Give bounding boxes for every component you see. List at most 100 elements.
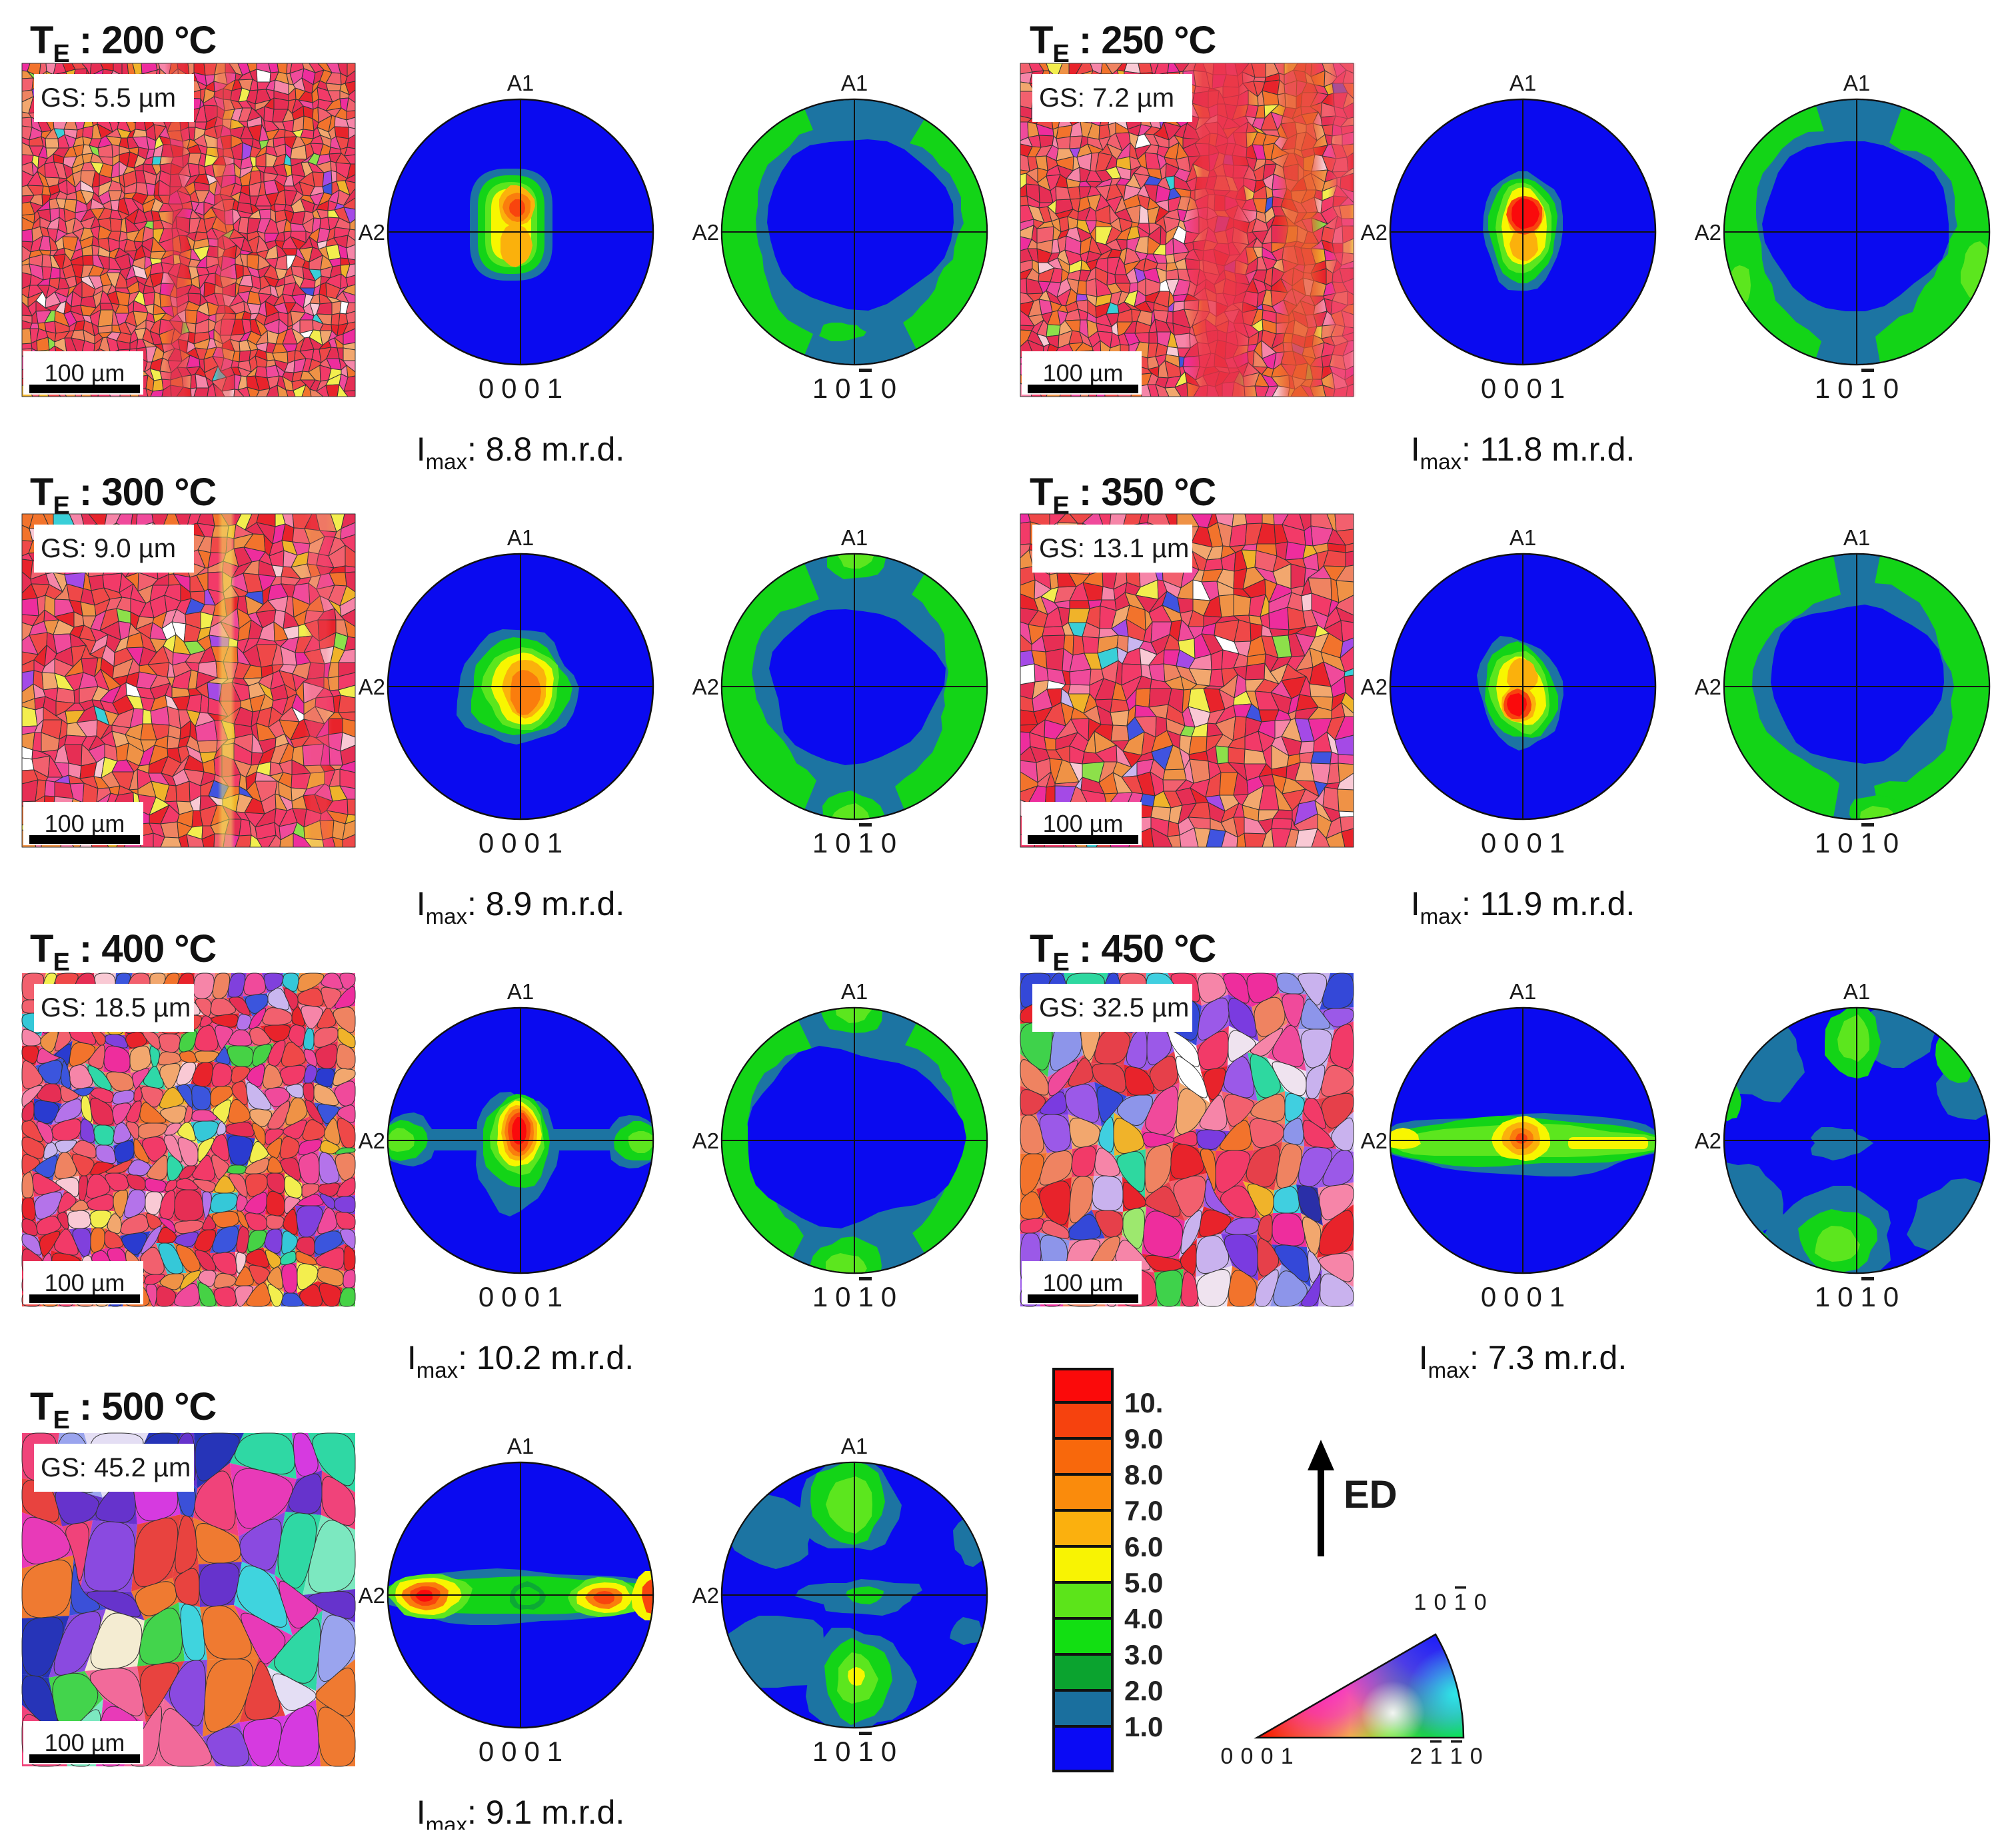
svg-text:0: 0 [1434, 1590, 1446, 1615]
svg-text:0: 0 [1261, 1744, 1274, 1769]
svg-text:0: 0 [1837, 1281, 1853, 1312]
svg-text:A1: A1 [841, 979, 868, 1004]
svg-text:1: 1 [858, 827, 873, 859]
svg-text:9.0: 9.0 [1124, 1423, 1163, 1454]
svg-text:10.: 10. [1124, 1387, 1163, 1418]
svg-text:7.0: 7.0 [1124, 1495, 1163, 1526]
svg-text:0: 0 [1481, 373, 1496, 404]
svg-text:1: 1 [858, 1281, 873, 1312]
svg-text:1: 1 [812, 1736, 828, 1767]
svg-text:1: 1 [547, 1281, 562, 1312]
svg-text:0: 0 [1526, 373, 1541, 404]
svg-text:GS: 5.5 µm: GS: 5.5 µm [41, 83, 176, 113]
svg-text:1: 1 [812, 373, 828, 404]
svg-text:A2: A2 [359, 675, 385, 699]
svg-text:1: 1 [858, 1736, 873, 1767]
svg-text:A2: A2 [359, 1128, 385, 1153]
svg-text:1: 1 [547, 1736, 562, 1767]
svg-text:0: 0 [1837, 827, 1853, 859]
svg-text:1: 1 [1281, 1744, 1294, 1769]
svg-text:5.0: 5.0 [1124, 1567, 1163, 1598]
svg-text:0: 0 [1526, 827, 1541, 859]
svg-text:A2: A2 [1361, 675, 1388, 699]
svg-text:0: 0 [835, 1736, 850, 1767]
svg-text:Imax: 11.9 m.r.d.: Imax: 11.9 m.r.d. [1411, 885, 1635, 928]
svg-text:1: 1 [1815, 1281, 1830, 1312]
svg-text:0: 0 [479, 1281, 494, 1312]
svg-text:A2: A2 [1695, 1128, 1721, 1153]
svg-text:0: 0 [881, 827, 896, 859]
svg-text:0: 0 [1504, 1281, 1519, 1312]
svg-text:A1: A1 [1843, 979, 1870, 1004]
svg-text:0: 0 [835, 1281, 850, 1312]
svg-text:3.0: 3.0 [1124, 1639, 1163, 1670]
svg-text:100 µm: 100 µm [45, 1269, 125, 1296]
svg-text:A1: A1 [841, 525, 868, 550]
svg-text:0: 0 [524, 1736, 539, 1767]
svg-text:1: 1 [1549, 373, 1565, 404]
svg-text:100 µm: 100 µm [1043, 810, 1124, 837]
svg-text:A2: A2 [359, 220, 385, 245]
svg-text:1: 1 [1815, 827, 1830, 859]
svg-text:0: 0 [1883, 1281, 1899, 1312]
svg-text:0: 0 [501, 1736, 516, 1767]
svg-text:0: 0 [1837, 373, 1853, 404]
svg-text:0: 0 [1504, 827, 1519, 859]
svg-text:A1: A1 [1510, 525, 1536, 550]
svg-text:0: 0 [1481, 827, 1496, 859]
svg-text:0: 0 [479, 827, 494, 859]
svg-text:A2: A2 [1695, 220, 1721, 245]
svg-text:A1: A1 [1510, 71, 1536, 95]
svg-text:A1: A1 [1510, 979, 1536, 1004]
svg-text:GS: 45.2 µm: GS: 45.2 µm [41, 1453, 191, 1482]
svg-text:0: 0 [1220, 1744, 1233, 1769]
svg-text:GS: 7.2 µm: GS: 7.2 µm [1039, 83, 1174, 113]
svg-text:0: 0 [1481, 1281, 1496, 1312]
svg-text:1: 1 [1414, 1590, 1426, 1615]
svg-text:6.0: 6.0 [1124, 1531, 1163, 1562]
svg-text:A2: A2 [1695, 675, 1721, 699]
svg-text:100 µm: 100 µm [45, 810, 125, 837]
svg-text:0: 0 [524, 373, 539, 404]
svg-text:A1: A1 [1843, 525, 1870, 550]
svg-text:1: 1 [812, 827, 828, 859]
svg-text:1: 1 [1450, 1744, 1463, 1769]
svg-text:2: 2 [1410, 1744, 1422, 1769]
svg-text:1: 1 [1860, 827, 1875, 859]
svg-text:A1: A1 [841, 71, 868, 95]
svg-text:A2: A2 [1361, 220, 1388, 245]
svg-text:1: 1 [1454, 1590, 1467, 1615]
svg-text:0: 0 [835, 827, 850, 859]
svg-text:A2: A2 [359, 1583, 385, 1608]
svg-text:0: 0 [1470, 1744, 1483, 1769]
svg-text:0: 0 [1883, 827, 1899, 859]
svg-text:TE : 350 °C: TE : 350 °C [1030, 471, 1216, 520]
svg-text:1: 1 [547, 827, 562, 859]
svg-text:0: 0 [1883, 373, 1899, 404]
svg-text:1: 1 [812, 1281, 828, 1312]
svg-text:1.0: 1.0 [1124, 1711, 1163, 1742]
svg-text:0: 0 [881, 1736, 896, 1767]
svg-text:A2: A2 [1361, 1128, 1388, 1153]
svg-text:0: 0 [524, 827, 539, 859]
svg-text:GS: 13.1 µm: GS: 13.1 µm [1039, 534, 1189, 563]
svg-text:TE : 300 °C: TE : 300 °C [30, 471, 216, 520]
svg-text:1: 1 [547, 373, 562, 404]
svg-text:1: 1 [1549, 827, 1565, 859]
svg-text:0: 0 [835, 373, 850, 404]
svg-text:1: 1 [1860, 373, 1875, 404]
svg-text:0: 0 [501, 827, 516, 859]
svg-text:1: 1 [858, 373, 873, 404]
svg-text:A2: A2 [692, 220, 719, 245]
svg-text:0: 0 [881, 373, 896, 404]
svg-text:A1: A1 [507, 979, 534, 1004]
svg-text:A1: A1 [507, 1434, 534, 1458]
svg-text:TE : 500 °C: TE : 500 °C [30, 1385, 216, 1434]
svg-text:100 µm: 100 µm [1043, 359, 1124, 387]
svg-text:GS: 32.5 µm: GS: 32.5 µm [1039, 993, 1189, 1022]
svg-text:1: 1 [1549, 1281, 1565, 1312]
svg-text:A1: A1 [507, 525, 534, 550]
svg-text:ED: ED [1344, 1473, 1398, 1516]
svg-text:0: 0 [1526, 1281, 1541, 1312]
svg-text:0: 0 [1240, 1744, 1253, 1769]
